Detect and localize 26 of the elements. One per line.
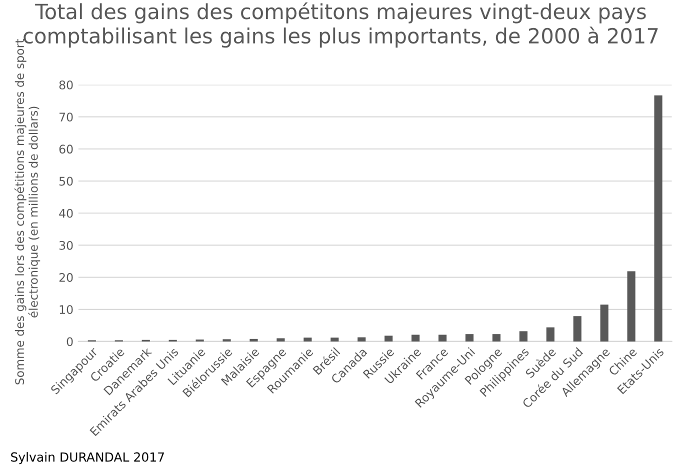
bar — [600, 304, 608, 342]
bar — [519, 331, 528, 342]
bar — [330, 338, 339, 342]
bar — [358, 337, 366, 342]
y-tick-label: 70 — [60, 112, 73, 122]
y-tick-label: 40 — [59, 208, 73, 218]
y-tick-label: 0 — [66, 337, 73, 346]
bar — [250, 338, 258, 342]
bar — [465, 334, 474, 342]
bar — [384, 336, 393, 342]
bar — [304, 338, 312, 342]
y-tick-label: 20 — [59, 273, 73, 282]
y-tick-label: 80 — [59, 80, 73, 90]
bar — [546, 327, 554, 342]
bar — [492, 334, 501, 342]
y-tick-label: 50 — [59, 176, 73, 186]
bar — [654, 95, 662, 342]
bar — [438, 334, 447, 342]
y-tick-label: 30 — [59, 240, 73, 250]
text: Sylvain DURANDAL 2017 — [11, 452, 164, 464]
bar — [627, 271, 636, 342]
y-tick-label: 10 — [60, 305, 73, 314]
bar — [276, 338, 285, 342]
y-tick-label: 60 — [59, 144, 73, 154]
bar — [412, 334, 420, 342]
bar — [573, 316, 582, 342]
